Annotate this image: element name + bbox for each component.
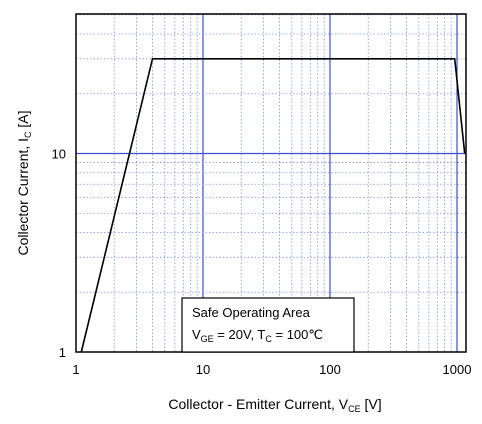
annotation-box-frame	[181, 297, 355, 353]
soa-boundary-line	[80, 57, 466, 353]
annotation-line: Safe Operating Area	[192, 305, 311, 320]
grid-lines	[76, 14, 466, 352]
y-axis-label: Collector Current, IC [A]	[15, 111, 33, 256]
y-tick-label: 10	[52, 147, 66, 162]
soa-series	[80, 57, 466, 353]
x-tick-label: 100	[319, 362, 341, 377]
annotation-box: Safe Operating Area VGE = 20V, TC = 100℃	[181, 297, 355, 353]
y-tick-label: 1	[59, 345, 66, 360]
x-tick-label: 10	[196, 362, 210, 377]
x-tick-label: 1	[72, 362, 79, 377]
x-tick-label: 1000	[443, 362, 472, 377]
x-tick-labels: 1 10 100 1000	[72, 362, 471, 377]
x-axis-label: Collector - Emitter Current, VCE [V]	[168, 396, 381, 414]
y-tick-labels: 1 10	[52, 147, 66, 361]
annotation-line: VGE = 20V, TC = 100℃	[192, 327, 323, 344]
